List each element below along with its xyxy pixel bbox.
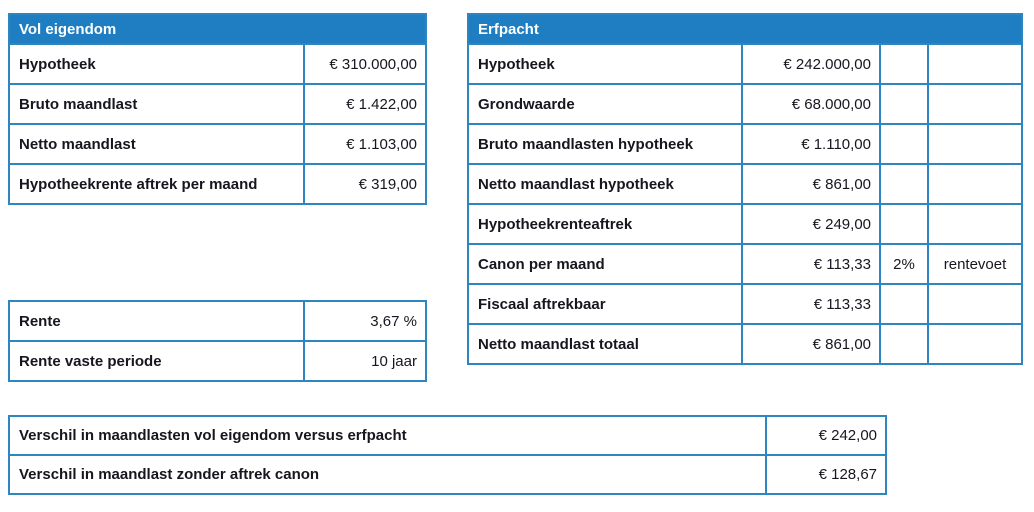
row-note xyxy=(926,123,1024,165)
row-percentage xyxy=(879,83,929,125)
row-note xyxy=(926,43,1024,85)
row-value: € 68.000,00 xyxy=(741,83,881,125)
row-value: 10 jaar xyxy=(303,340,427,382)
row-label: Hypotheekrenteaftrek xyxy=(467,203,743,245)
table-row: Verschil in maandlasten vol eigendom ver… xyxy=(8,415,887,456)
row-value: € 861,00 xyxy=(741,323,881,365)
verschil-table: Verschil in maandlasten vol eigendom ver… xyxy=(8,415,887,495)
row-value: 3,67 % xyxy=(303,300,427,342)
row-value: € 113,33 xyxy=(741,243,881,285)
row-value: € 242.000,00 xyxy=(741,43,881,85)
table-row: Netto maandlast € 1.103,00 xyxy=(8,123,428,165)
row-label: Netto maandlast xyxy=(8,123,305,165)
table-row: Hypotheekrente aftrek per maand € 319,00 xyxy=(8,163,428,205)
row-value: € 310.000,00 xyxy=(302,43,428,85)
table-row: Canon per maand € 113,33 2% rentevoet xyxy=(467,243,1024,285)
table-row: Verschil in maandlast zonder aftrek cano… xyxy=(8,454,887,495)
row-value: € 319,00 xyxy=(302,163,428,205)
table-row: Rente 3,67 % xyxy=(8,300,427,342)
erfpacht-table: Erfpacht Hypotheek € 242.000,00 Grondwaa… xyxy=(466,13,1024,365)
row-label: Netto maandlast totaal xyxy=(467,323,743,365)
row-label: Netto maandlast hypotheek xyxy=(467,163,743,205)
row-value: € 1.110,00 xyxy=(741,123,881,165)
row-label: Canon per maand xyxy=(467,243,743,285)
row-percentage xyxy=(879,323,929,365)
row-label: Hypotheek xyxy=(467,43,743,85)
row-label: Rente xyxy=(8,300,305,342)
row-label: Hypotheekrente aftrek per maand xyxy=(8,163,305,205)
table-row: Rente vaste periode 10 jaar xyxy=(8,340,427,382)
vol-eigendom-title: Vol eigendom xyxy=(7,13,428,45)
table-row: Netto maandlast totaal € 861,00 xyxy=(467,323,1024,365)
row-label: Verschil in maandlasten vol eigendom ver… xyxy=(8,415,767,456)
erfpacht-title: Erfpacht xyxy=(466,13,1024,45)
table-row: Grondwaarde € 68.000,00 xyxy=(467,83,1024,125)
table-header-row: Vol eigendom xyxy=(7,13,428,45)
table-row: Hypotheek € 310.000,00 xyxy=(8,43,428,85)
row-label: Grondwaarde xyxy=(467,83,743,125)
row-note xyxy=(926,163,1024,205)
row-label: Hypotheek xyxy=(8,43,305,85)
row-label: Bruto maandlasten hypotheek xyxy=(467,123,743,165)
table-row: Bruto maandlasten hypotheek € 1.110,00 xyxy=(467,123,1024,165)
vol-eigendom-table: Vol eigendom Hypotheek € 310.000,00 Brut… xyxy=(7,13,428,205)
row-value: € 861,00 xyxy=(741,163,881,205)
row-value: € 1.103,00 xyxy=(302,123,428,165)
row-note xyxy=(926,203,1024,245)
row-note: rentevoet xyxy=(926,243,1024,285)
row-label: Fiscaal aftrekbaar xyxy=(467,283,743,325)
row-label: Verschil in maandlast zonder aftrek cano… xyxy=(8,454,767,495)
rente-table: Rente 3,67 % Rente vaste periode 10 jaar xyxy=(8,300,427,382)
row-label: Bruto maandlast xyxy=(8,83,305,125)
table-row: Hypotheekrenteaftrek € 249,00 xyxy=(467,203,1024,245)
row-value: € 249,00 xyxy=(741,203,881,245)
row-percentage xyxy=(879,123,929,165)
row-percentage: 2% xyxy=(879,243,929,285)
row-value: € 242,00 xyxy=(765,415,887,456)
row-label: Rente vaste periode xyxy=(8,340,305,382)
row-note xyxy=(926,83,1024,125)
row-percentage xyxy=(879,163,929,205)
row-value: € 128,67 xyxy=(765,454,887,495)
row-value: € 113,33 xyxy=(741,283,881,325)
table-row: Hypotheek € 242.000,00 xyxy=(467,43,1024,85)
row-value: € 1.422,00 xyxy=(302,83,428,125)
row-percentage xyxy=(879,283,929,325)
row-percentage xyxy=(879,203,929,245)
table-row: Fiscaal aftrekbaar € 113,33 xyxy=(467,283,1024,325)
table-row: Netto maandlast hypotheek € 861,00 xyxy=(467,163,1024,205)
table-row: Bruto maandlast € 1.422,00 xyxy=(8,83,428,125)
row-note xyxy=(926,283,1024,325)
table-header-row: Erfpacht xyxy=(466,13,1024,45)
row-note xyxy=(926,323,1024,365)
row-percentage xyxy=(879,43,929,85)
